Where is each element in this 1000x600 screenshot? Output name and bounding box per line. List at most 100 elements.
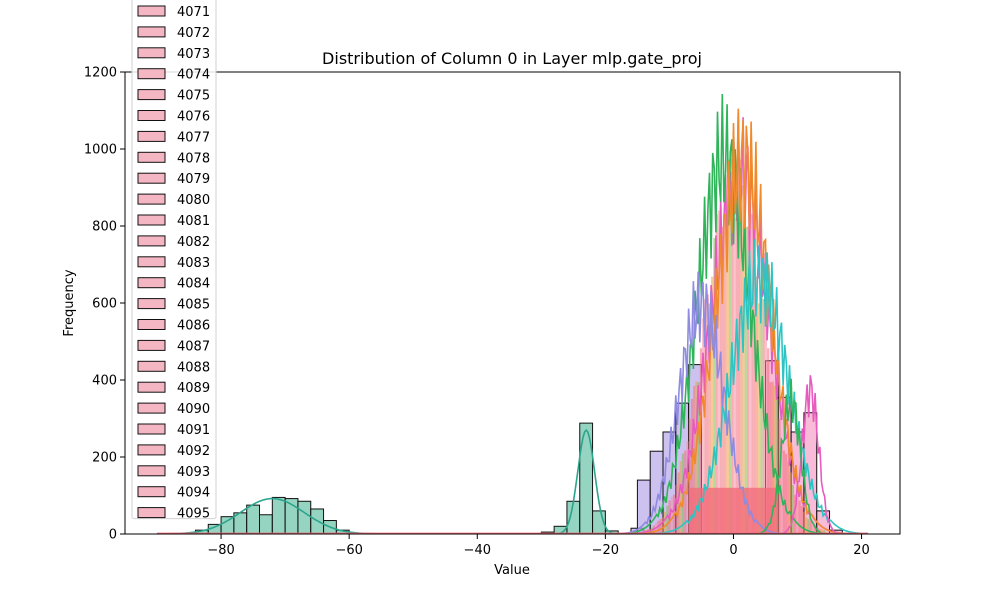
central-histogram-bar <box>791 485 794 534</box>
plot-content <box>157 93 869 534</box>
central-histogram-bar <box>769 382 772 534</box>
legend-swatch <box>137 89 166 101</box>
kde-curve <box>157 108 868 534</box>
legend-label: 4078 <box>177 151 210 166</box>
central-histogram-bar <box>776 398 779 534</box>
legend-label: 4084 <box>177 277 210 292</box>
central-histogram-bar <box>807 519 810 534</box>
central-histogram-bar <box>697 382 700 534</box>
central-histogram-bar <box>713 238 716 534</box>
central-histogram-bar <box>780 441 783 534</box>
central-histogram-bar <box>805 517 808 534</box>
central-histogram-bar <box>802 511 806 534</box>
central-histogram-bar <box>787 461 790 534</box>
central-histogram-bar <box>699 348 703 534</box>
central-histogram-bar <box>675 485 678 534</box>
central-histogram-bar <box>702 318 705 534</box>
legend-swatch <box>137 298 166 310</box>
central-histogram-bar <box>798 500 801 534</box>
legend-swatch <box>137 486 166 498</box>
central-histogram-bar <box>728 158 732 534</box>
histogram-bar <box>246 504 261 534</box>
central-histogram-bar <box>755 276 759 534</box>
legend-swatch <box>137 381 166 393</box>
x-tick-label: −40 <box>464 543 491 558</box>
central-histogram-bar <box>659 519 662 534</box>
central-histogram-bar <box>708 303 712 534</box>
central-histogram-base <box>688 487 779 534</box>
legend-swatch <box>137 151 166 163</box>
histogram-bar <box>259 514 273 534</box>
legend-label: 4083 <box>177 256 210 271</box>
legend-swatch <box>137 193 166 205</box>
legend-label: 4082 <box>177 235 210 250</box>
central-histogram-bar <box>809 520 812 534</box>
legend-label: 4071 <box>177 5 210 20</box>
central-histogram-bar <box>744 226 747 534</box>
central-histogram-bar <box>811 522 815 534</box>
kde-curve <box>157 239 869 534</box>
y-axis-label: Frequency <box>62 269 77 336</box>
x-tick-label: −20 <box>592 543 619 558</box>
y-tick-label: 1000 <box>84 143 117 158</box>
y-axis: 0 200 400 600 800 1000 1200 <box>84 66 125 543</box>
legend-swatch <box>137 423 166 435</box>
legend: 4071 4072 4073 4074 4075 4076 4077 4078 4079 4080… <box>131 0 217 522</box>
central-histogram-bar <box>711 276 714 534</box>
central-histogram-bar <box>661 517 664 534</box>
central-histogram-bar <box>742 185 745 534</box>
legend-label: 4079 <box>177 172 210 187</box>
y-tick-label: 1200 <box>84 66 117 81</box>
histogram-bar <box>271 496 286 534</box>
x-tick-label: 20 <box>853 543 870 558</box>
histogram-bar <box>579 422 594 534</box>
legend-label: 4081 <box>177 214 210 229</box>
central-histogram-bar <box>679 461 682 534</box>
legend-label: 4091 <box>177 423 210 438</box>
histogram-bar <box>297 500 312 534</box>
x-tick-label: −80 <box>207 543 234 558</box>
legend-label: 4092 <box>177 444 210 459</box>
legend-swatch <box>137 214 166 226</box>
central-histogram-bar <box>704 299 707 534</box>
central-histogram-bar <box>814 525 817 534</box>
legend-swatch <box>137 26 166 38</box>
central-histogram-bar <box>746 226 750 534</box>
central-histogram-bar <box>657 520 660 534</box>
central-histogram-bar <box>800 505 803 534</box>
legend-swatch <box>137 277 166 289</box>
legend-swatch <box>137 360 166 372</box>
central-histogram-bar <box>823 530 826 534</box>
legend-label: 4076 <box>177 110 210 125</box>
central-histogram-bar <box>726 160 729 534</box>
central-histogram-bar <box>751 214 754 534</box>
central-histogram-bar <box>796 496 799 534</box>
central-histogram-bar <box>677 472 680 534</box>
legend-label: 4073 <box>177 47 210 62</box>
legend-swatch <box>137 402 166 414</box>
y-tick-label: 800 <box>92 220 117 235</box>
kde-curve <box>157 271 868 534</box>
legend-label: 4075 <box>177 89 210 104</box>
central-histogram-bar <box>670 496 673 534</box>
legend-label: 4077 <box>177 130 210 145</box>
central-histogram-bar <box>735 180 738 534</box>
central-histogram-bar <box>760 294 763 534</box>
kde-curve <box>157 428 868 534</box>
central-histogram-bar <box>773 385 777 534</box>
legend-label: 4074 <box>177 68 210 83</box>
x-axis: −80 −60 −40 −20 0 20 <box>207 534 870 558</box>
legend-swatch <box>137 465 166 477</box>
plot-area <box>157 93 869 534</box>
central-histogram-bar <box>785 453 788 534</box>
legend-swatch <box>137 256 166 268</box>
legend-swatch <box>137 319 166 330</box>
central-histogram-bar <box>695 381 698 534</box>
legend-swatch <box>137 130 166 142</box>
central-histogram-bar <box>663 511 667 534</box>
central-histogram-bar <box>722 226 725 534</box>
legend-label: 4086 <box>177 319 210 334</box>
legend-swatch <box>137 68 166 80</box>
y-tick-label: 200 <box>92 451 117 466</box>
